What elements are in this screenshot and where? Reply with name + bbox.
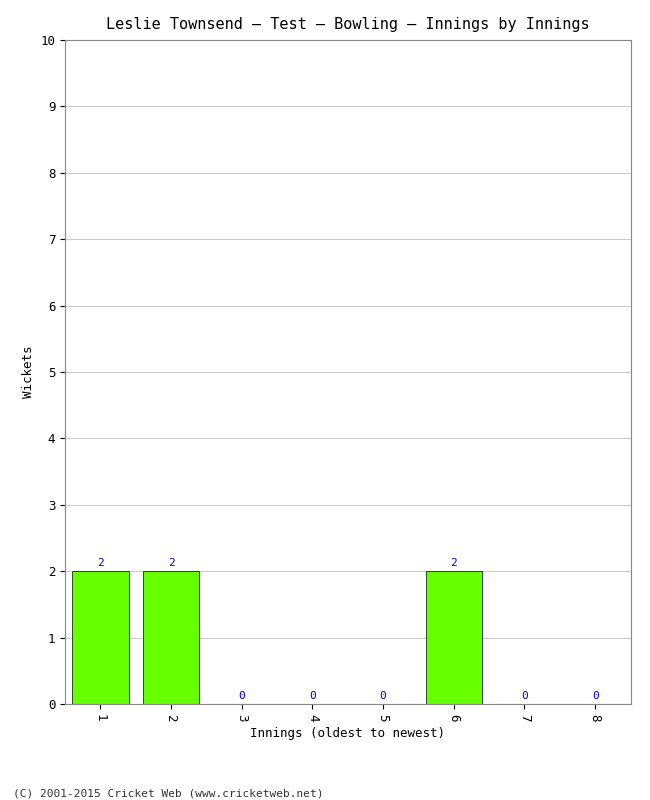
- Text: (C) 2001-2015 Cricket Web (www.cricketweb.net): (C) 2001-2015 Cricket Web (www.cricketwe…: [13, 788, 324, 798]
- Text: 0: 0: [380, 690, 387, 701]
- Text: 0: 0: [521, 690, 528, 701]
- Bar: [143, 571, 200, 704]
- Title: Leslie Townsend – Test – Bowling – Innings by Innings: Leslie Townsend – Test – Bowling – Innin…: [106, 17, 590, 32]
- Bar: [426, 571, 482, 704]
- Bar: [72, 571, 129, 704]
- Text: 0: 0: [239, 690, 245, 701]
- Text: 0: 0: [592, 690, 599, 701]
- Y-axis label: Wickets: Wickets: [21, 346, 34, 398]
- Text: 2: 2: [450, 558, 457, 568]
- Text: 2: 2: [97, 558, 104, 568]
- Text: 0: 0: [309, 690, 316, 701]
- X-axis label: Innings (oldest to newest): Innings (oldest to newest): [250, 726, 445, 740]
- Text: 2: 2: [168, 558, 174, 568]
